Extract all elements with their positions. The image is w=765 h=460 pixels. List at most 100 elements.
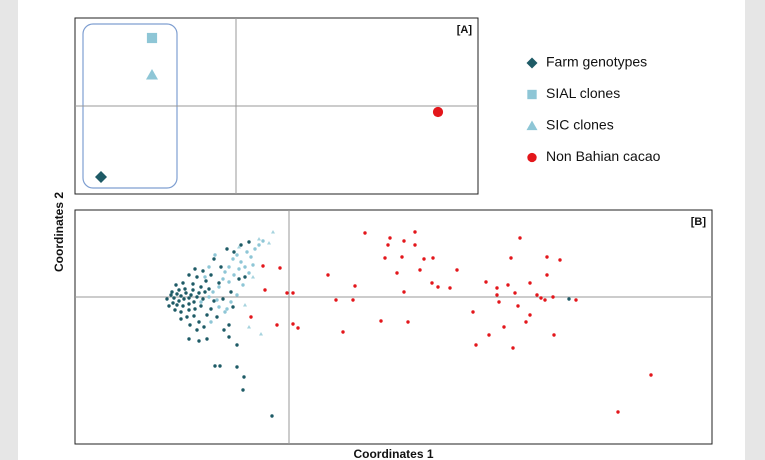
point — [181, 281, 185, 285]
point — [237, 245, 241, 249]
point — [245, 250, 249, 254]
point — [199, 300, 203, 304]
point — [235, 253, 239, 257]
point — [177, 299, 181, 303]
point — [395, 271, 399, 275]
point — [199, 304, 203, 308]
point — [232, 250, 236, 254]
panel-label: [A] — [457, 24, 473, 36]
point — [261, 264, 265, 268]
point — [257, 243, 261, 247]
point — [567, 297, 571, 301]
legend-label: Farm genotypes — [546, 54, 647, 70]
point — [203, 275, 207, 279]
point — [237, 267, 241, 271]
point — [497, 300, 501, 304]
legend-marker — [526, 120, 538, 131]
point — [189, 293, 193, 297]
point — [199, 285, 203, 289]
point — [201, 297, 205, 301]
panel-label: [B] — [691, 216, 707, 228]
point — [217, 305, 221, 309]
point — [213, 364, 217, 368]
point — [95, 171, 107, 183]
x-axis-label: Coordinates 1 — [353, 447, 433, 460]
point — [495, 286, 499, 290]
point — [197, 320, 201, 324]
point — [229, 300, 233, 304]
point — [275, 323, 279, 327]
point — [616, 410, 620, 414]
point — [202, 325, 206, 329]
point — [171, 301, 175, 305]
point — [184, 291, 188, 295]
point — [484, 280, 488, 284]
point — [251, 275, 255, 279]
point — [243, 303, 247, 307]
point — [249, 255, 253, 259]
point — [227, 323, 231, 327]
point — [175, 303, 179, 307]
point — [211, 290, 215, 294]
point — [270, 414, 274, 418]
point — [253, 247, 257, 251]
point — [241, 283, 245, 287]
point — [172, 296, 176, 300]
point — [225, 307, 229, 311]
point — [506, 283, 510, 287]
point — [251, 263, 255, 267]
point — [191, 288, 195, 292]
point — [341, 330, 345, 334]
point — [402, 290, 406, 294]
point — [227, 265, 231, 269]
point — [539, 296, 543, 300]
point — [543, 298, 547, 302]
point — [173, 308, 177, 312]
point — [223, 270, 227, 274]
point — [182, 297, 186, 301]
point — [213, 253, 217, 257]
point — [197, 339, 201, 343]
point — [170, 290, 174, 294]
point — [183, 287, 187, 291]
point — [187, 302, 191, 306]
point — [195, 295, 199, 299]
point — [379, 319, 383, 323]
point — [432, 106, 444, 118]
point — [146, 69, 158, 80]
point — [227, 280, 231, 284]
point — [545, 273, 549, 277]
point — [267, 241, 271, 245]
point — [227, 335, 231, 339]
plot-frame — [74, 209, 713, 445]
point — [400, 255, 404, 259]
point — [334, 298, 338, 302]
point — [422, 257, 426, 261]
point — [207, 295, 211, 299]
legend-label: Non Bahian cacao — [546, 148, 661, 164]
legend-marker — [527, 152, 537, 163]
point — [217, 285, 221, 289]
legend-label: SIC clones — [546, 117, 614, 133]
point — [558, 258, 562, 262]
point — [271, 230, 275, 234]
point — [237, 277, 241, 281]
point — [207, 265, 211, 269]
point — [353, 284, 357, 288]
point — [223, 310, 227, 314]
point — [217, 281, 221, 285]
point — [430, 281, 434, 285]
point — [169, 293, 173, 297]
point — [192, 314, 196, 318]
point — [225, 247, 229, 251]
point — [212, 257, 216, 261]
point — [296, 326, 300, 330]
point — [552, 333, 556, 337]
point — [209, 273, 213, 277]
point — [291, 322, 295, 326]
point — [261, 239, 265, 243]
point — [235, 343, 239, 347]
point — [278, 266, 282, 270]
point — [528, 281, 532, 285]
